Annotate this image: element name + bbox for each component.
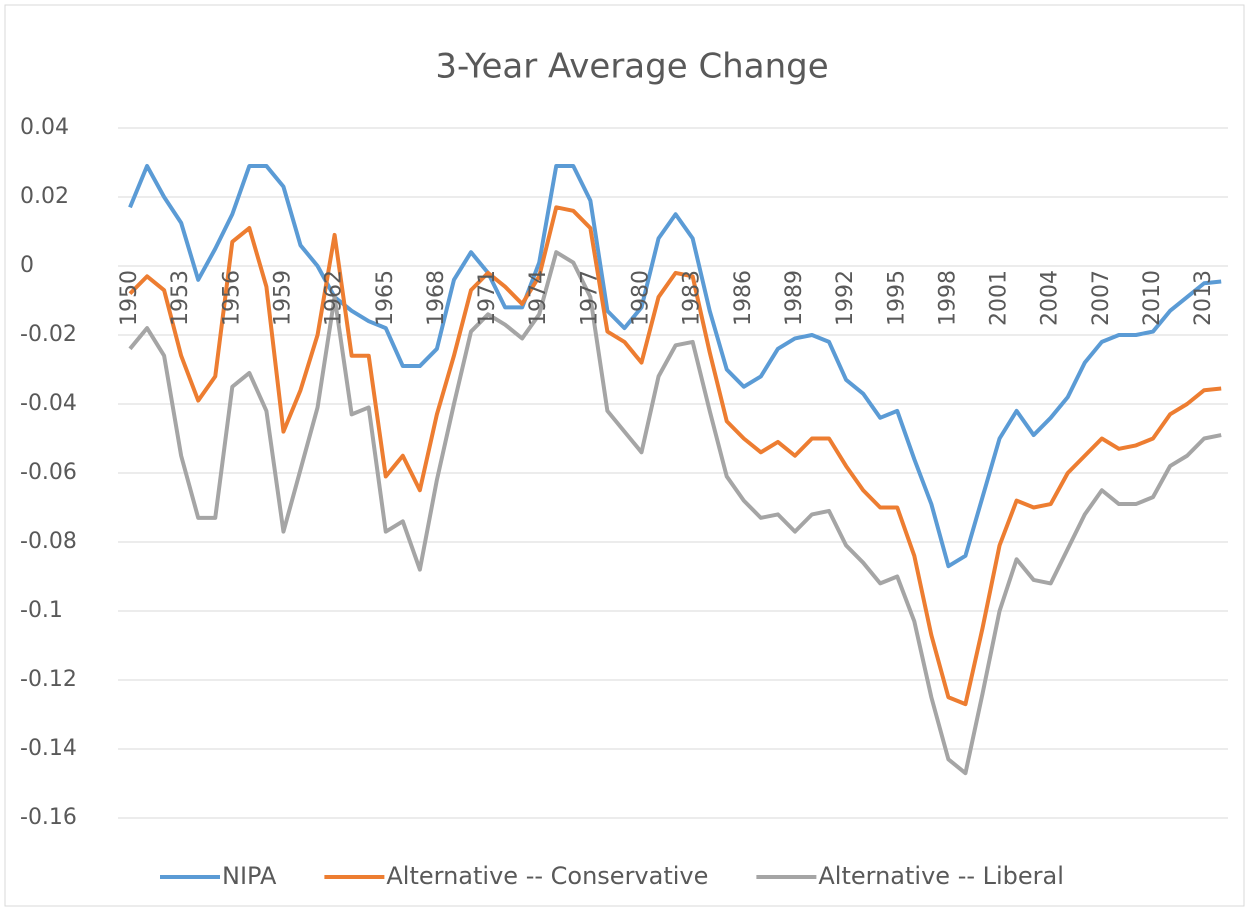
x-tick-label: 2007 xyxy=(1089,270,1114,326)
x-tick-label: 1968 xyxy=(424,270,449,326)
legend-label: Alternative -- Conservative xyxy=(386,862,708,890)
x-tick-label: 1962 xyxy=(322,270,347,326)
x-tick-label: 1959 xyxy=(270,270,295,326)
x-tick-label: 1983 xyxy=(680,270,705,326)
x-tick-label: 2004 xyxy=(1038,270,1063,326)
x-tick-label: 1965 xyxy=(373,270,398,326)
x-tick-label: 1986 xyxy=(731,270,756,326)
x-tick-label: 1989 xyxy=(782,270,807,326)
x-tick-label: 1998 xyxy=(935,270,960,326)
x-tick-label: 1956 xyxy=(219,270,244,326)
x-tick-label: 2001 xyxy=(987,270,1012,326)
x-tick-label: 2010 xyxy=(1140,270,1165,326)
x-tick-label: 1950 xyxy=(117,270,142,326)
series-line xyxy=(128,205,1222,707)
x-tick-label: 1980 xyxy=(629,270,654,326)
legend-label: Alternative -- Liberal xyxy=(818,862,1064,890)
series-line xyxy=(128,250,1222,776)
legend-label: NIPA xyxy=(222,862,277,890)
x-tick-label: 1995 xyxy=(884,270,909,326)
chart-title: 3-Year Average Change xyxy=(435,47,828,87)
y-tick-label: 0 xyxy=(20,253,34,278)
y-tick-label: -0.14 xyxy=(20,736,77,761)
x-tick-label: 1977 xyxy=(577,270,602,326)
y-tick-label: -0.08 xyxy=(20,529,77,554)
chart-border xyxy=(4,4,1245,907)
series-line xyxy=(128,163,1222,569)
y-tick-label: -0.02 xyxy=(20,322,77,347)
y-tick-label: 0.02 xyxy=(20,184,69,209)
x-tick-label: 1971 xyxy=(475,270,500,326)
y-tick-label: -0.04 xyxy=(20,391,77,416)
x-tick-label: 2013 xyxy=(1191,270,1216,326)
y-tick-label: -0.16 xyxy=(20,805,77,830)
x-tick-label: 1953 xyxy=(168,270,193,326)
y-tick-label: -0.12 xyxy=(20,667,77,692)
x-tick-label: 1992 xyxy=(833,270,858,326)
y-tick-label: -0.06 xyxy=(20,460,77,485)
x-tick-label: 1974 xyxy=(526,270,551,326)
y-tick-label: 0.04 xyxy=(20,115,69,140)
y-tick-label: -0.1 xyxy=(20,598,63,623)
